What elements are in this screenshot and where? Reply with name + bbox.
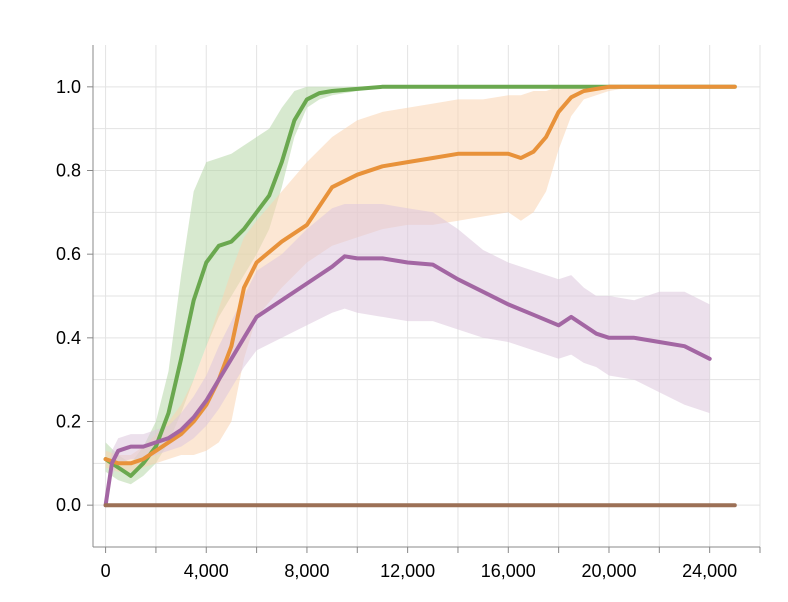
series-1-band [105, 86, 735, 485]
y-tick-label: 0.2 [56, 412, 81, 432]
series-2-line [103, 84, 737, 466]
y-tick-label: 0.8 [56, 161, 81, 181]
y-tick-label: 1.0 [56, 77, 81, 97]
x-axis-ticks: 0 4,000 8,000 12,000 16,000 20,000 24,000 [101, 547, 761, 581]
axes [92, 45, 760, 548]
x-tick-label: 4,000 [184, 561, 229, 581]
x-tick-label: 24,000 [682, 561, 737, 581]
y-tick-label: 0.0 [56, 495, 81, 515]
y-tick-label: 0.4 [56, 328, 81, 348]
y-axis-ticks: 0.0 0.2 0.4 0.6 0.8 1.0 [56, 77, 93, 515]
x-tick-label: 0 [101, 561, 111, 581]
x-tick-label: 16,000 [481, 561, 536, 581]
series-3-band [105, 204, 710, 506]
x-tick-label: 20,000 [581, 561, 636, 581]
x-tick-label: 12,000 [380, 561, 435, 581]
confidence-bands [105, 86, 735, 506]
series-1-line [103, 84, 737, 478]
series-lines [103, 84, 737, 508]
x-tick-label: 8,000 [284, 561, 329, 581]
y-tick-label: 0.6 [56, 244, 81, 264]
series-3-line [103, 254, 712, 508]
